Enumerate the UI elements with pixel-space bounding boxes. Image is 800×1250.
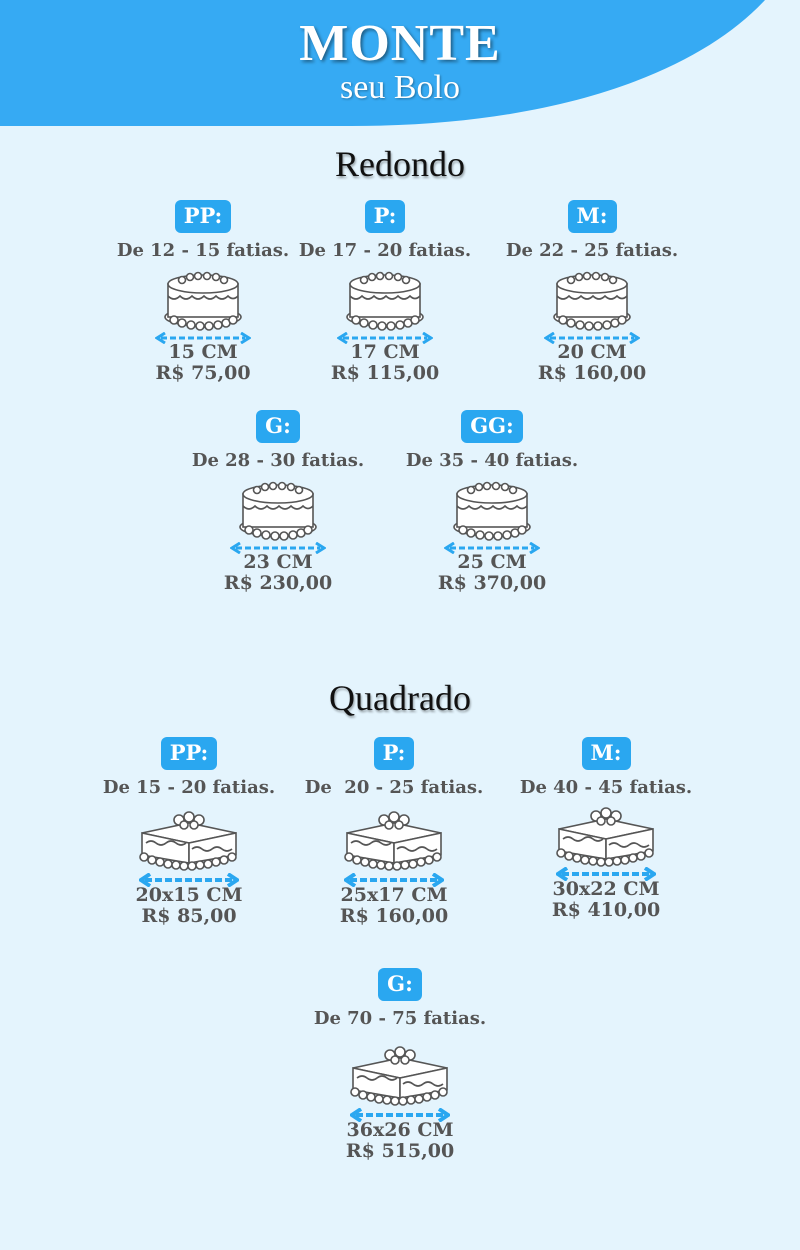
price-text: R$ 75,00 <box>155 362 251 384</box>
double-arrow-icon <box>155 332 251 344</box>
dimension-text: 36x26 CM <box>346 1119 454 1141</box>
slices-text: De 28 - 30 fatias. <box>191 450 365 471</box>
round-item-pp: PP: De 12 - 15 fatias. 15 CM R$ 75,00 <box>103 200 303 384</box>
round-item-m: M: De 22 - 25 fatias. 20 CM R$ 160,00 <box>492 200 692 384</box>
square-item-pp: PP: De 15 - 20 fatias. 20x15 CM R$ 85,00 <box>89 737 289 927</box>
round-section-title: Redondo <box>335 144 465 184</box>
size-badge: GG: <box>461 410 523 443</box>
page-title: MONTE <box>299 15 501 72</box>
size-badge: G: <box>378 968 422 1001</box>
dimension-text: 20x15 CM <box>135 884 243 906</box>
header-background <box>0 0 765 127</box>
slices-text: De 20 - 25 fatias. <box>304 777 484 798</box>
slices-text: De 17 - 20 fatias. <box>298 240 472 261</box>
square-item-p: P: De 20 - 25 fatias. 25x17 CM R$ 160,00 <box>294 737 494 927</box>
price-text: R$ 160,00 <box>339 905 449 927</box>
round-item-p: P: De 17 - 20 fatias. 17 CM R$ 115,00 <box>285 200 485 384</box>
double-arrow-icon <box>337 332 433 344</box>
dimension-text: 30x22 CM <box>552 878 660 900</box>
round-cake-icon <box>340 270 430 332</box>
square-cake-icon <box>551 805 661 867</box>
slices-text: De 70 - 75 fatias. <box>313 1008 487 1029</box>
slices-text: De 22 - 25 fatias. <box>505 240 679 261</box>
double-arrow-icon <box>444 542 540 554</box>
dimension-text: 20 CM <box>557 341 627 363</box>
round-cake-icon <box>233 480 323 542</box>
dimension-text: 23 CM <box>243 551 313 573</box>
double-arrow-icon <box>350 1108 450 1122</box>
dimension-text: 25x17 CM <box>340 884 448 906</box>
round-item-gg: GG: De 35 - 40 fatias. 25 CM R$ 370,00 <box>392 410 592 594</box>
size-badge: P: <box>373 737 415 770</box>
dimension-text: 15 CM <box>168 341 238 363</box>
size-badge: G: <box>256 410 300 443</box>
size-badge: M: <box>581 737 631 770</box>
square-section-title: Quadrado <box>329 678 471 718</box>
double-arrow-icon <box>230 542 326 554</box>
round-cake-icon <box>158 270 248 332</box>
round-cake-icon <box>547 270 637 332</box>
price-text: R$ 115,00 <box>330 362 440 384</box>
double-arrow-icon <box>544 332 640 344</box>
double-arrow-icon <box>556 867 656 881</box>
price-text: R$ 85,00 <box>141 905 237 927</box>
price-text: R$ 370,00 <box>437 572 547 594</box>
square-cake-icon <box>339 809 449 871</box>
slices-text: De 35 - 40 fatias. <box>405 450 579 471</box>
page-subtitle: seu Bolo <box>340 69 460 106</box>
price-text: R$ 230,00 <box>223 572 333 594</box>
square-item-g: G: De 70 - 75 fatias. 36x26 CM R$ 515,00 <box>300 968 500 1162</box>
price-text: R$ 515,00 <box>345 1140 455 1162</box>
double-arrow-icon <box>344 873 444 887</box>
slices-text: De 12 - 15 fatias. <box>116 240 290 261</box>
double-arrow-icon <box>139 873 239 887</box>
size-badge: M: <box>567 200 617 233</box>
round-item-g: G: De 28 - 30 fatias. 23 CM R$ 230,00 <box>178 410 378 594</box>
slices-text: De 15 - 20 fatias. <box>102 777 276 798</box>
size-badge: PP: <box>174 200 232 233</box>
square-cake-icon <box>134 809 244 871</box>
square-cake-icon <box>345 1044 455 1106</box>
slices-text: De 40 - 45 fatias. <box>519 777 693 798</box>
round-cake-icon <box>447 480 537 542</box>
size-badge: PP: <box>160 737 218 770</box>
price-text: R$ 410,00 <box>551 899 661 921</box>
price-text: R$ 160,00 <box>537 362 647 384</box>
dimension-text: 25 CM <box>457 551 527 573</box>
size-badge: P: <box>364 200 406 233</box>
square-item-m: M: De 40 - 45 fatias. 30x22 CM R$ 410,00 <box>506 737 706 921</box>
dimension-text: 17 CM <box>350 341 420 363</box>
